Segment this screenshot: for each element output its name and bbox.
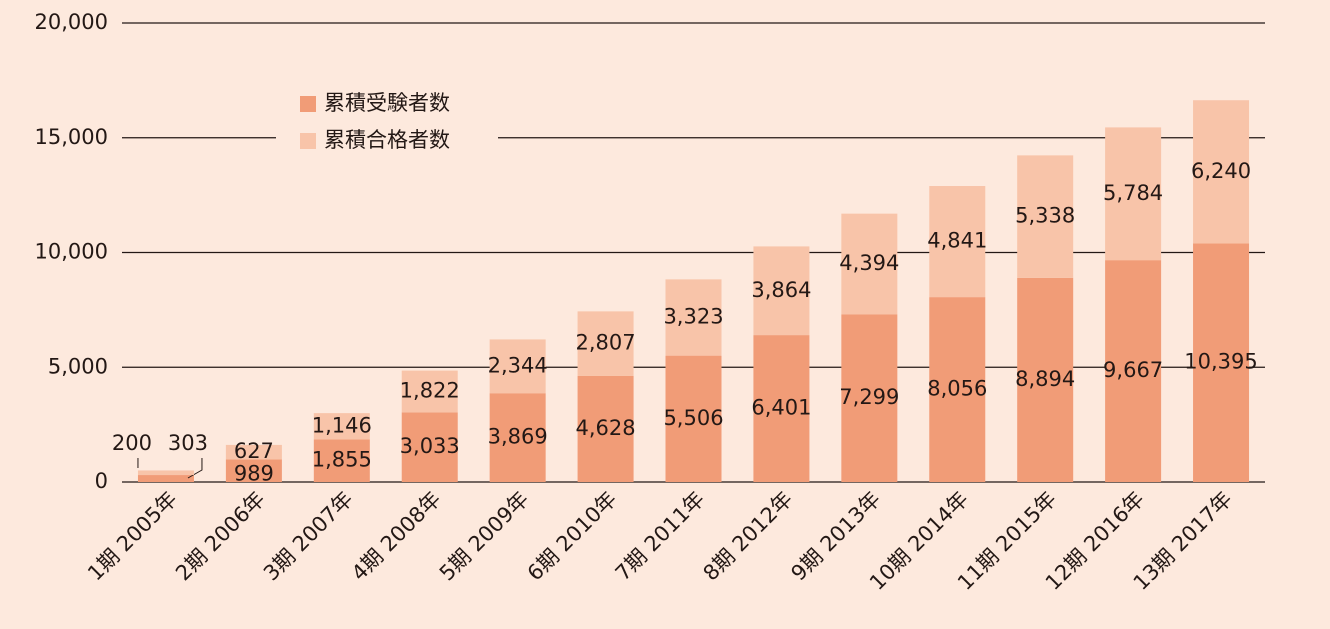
bar-segment xyxy=(577,375,634,482)
bar-segment xyxy=(313,413,370,440)
y-tick-label: 10,000 xyxy=(35,240,108,264)
bar-segment xyxy=(225,459,282,482)
value-label: 6,401 xyxy=(751,396,811,420)
bar-segment xyxy=(401,370,458,413)
leader-line xyxy=(187,458,203,479)
value-label: 627 xyxy=(234,439,274,463)
value-label: 3,323 xyxy=(663,305,723,329)
bar-segment xyxy=(665,355,722,482)
value-label: 5,506 xyxy=(663,406,723,430)
bar-segment xyxy=(489,339,546,394)
value-label: 3,869 xyxy=(488,425,548,449)
value-label: 1,822 xyxy=(400,378,460,402)
value-label: 6,240 xyxy=(1191,159,1251,183)
value-label: 4,394 xyxy=(839,251,899,275)
bar-segment xyxy=(1017,155,1074,278)
bar-segment xyxy=(137,470,194,476)
value-label: 4,841 xyxy=(927,229,987,253)
value-label: 9,667 xyxy=(1103,358,1163,382)
bar-segment xyxy=(489,393,546,482)
value-label: 1,146 xyxy=(312,413,372,437)
bar-segment xyxy=(841,314,898,482)
legend-swatch xyxy=(300,96,316,112)
value-label: 200 xyxy=(112,431,152,455)
bar-segment xyxy=(401,412,458,482)
bar-segment xyxy=(1193,100,1250,244)
bar-segment xyxy=(137,475,194,482)
value-label: 4,628 xyxy=(576,416,636,440)
value-label: 989 xyxy=(234,462,274,486)
value-label: 7,299 xyxy=(839,385,899,409)
value-label: 303 xyxy=(168,431,208,455)
y-tick-label: 5,000 xyxy=(48,354,108,378)
value-label: 3,864 xyxy=(751,278,811,302)
bar-segment xyxy=(577,311,634,376)
value-label: 5,784 xyxy=(1103,181,1163,205)
bar-segment xyxy=(929,186,986,298)
y-tick-label: 20,000 xyxy=(35,10,108,34)
bar-segment xyxy=(1017,277,1074,482)
bar-segment xyxy=(929,297,986,482)
value-label: 8,894 xyxy=(1015,367,1075,391)
legend-label: 累積合格者数 xyxy=(324,128,450,152)
value-label: 8,056 xyxy=(927,377,987,401)
legend-label: 累積受験者数 xyxy=(324,91,450,115)
bar-segment xyxy=(753,335,810,482)
bar-segment xyxy=(1105,260,1162,482)
value-label: 1,855 xyxy=(312,448,372,472)
y-tick-label: 15,000 xyxy=(35,125,108,149)
value-label: 3,033 xyxy=(400,434,460,458)
y-tick-label: 0 xyxy=(95,469,108,493)
bar-segment xyxy=(1105,127,1162,261)
value-label: 5,338 xyxy=(1015,204,1075,228)
bar-segment xyxy=(665,279,722,356)
value-label: 2,344 xyxy=(488,353,548,377)
bar-segment xyxy=(841,213,898,315)
bar-segment xyxy=(225,444,282,460)
bar-segment xyxy=(1193,243,1250,482)
bar-segment xyxy=(313,439,370,482)
value-label: 10,395 xyxy=(1184,350,1257,374)
bar-segment xyxy=(753,246,810,336)
legend-swatch xyxy=(300,133,316,149)
value-label: 2,807 xyxy=(576,331,636,355)
